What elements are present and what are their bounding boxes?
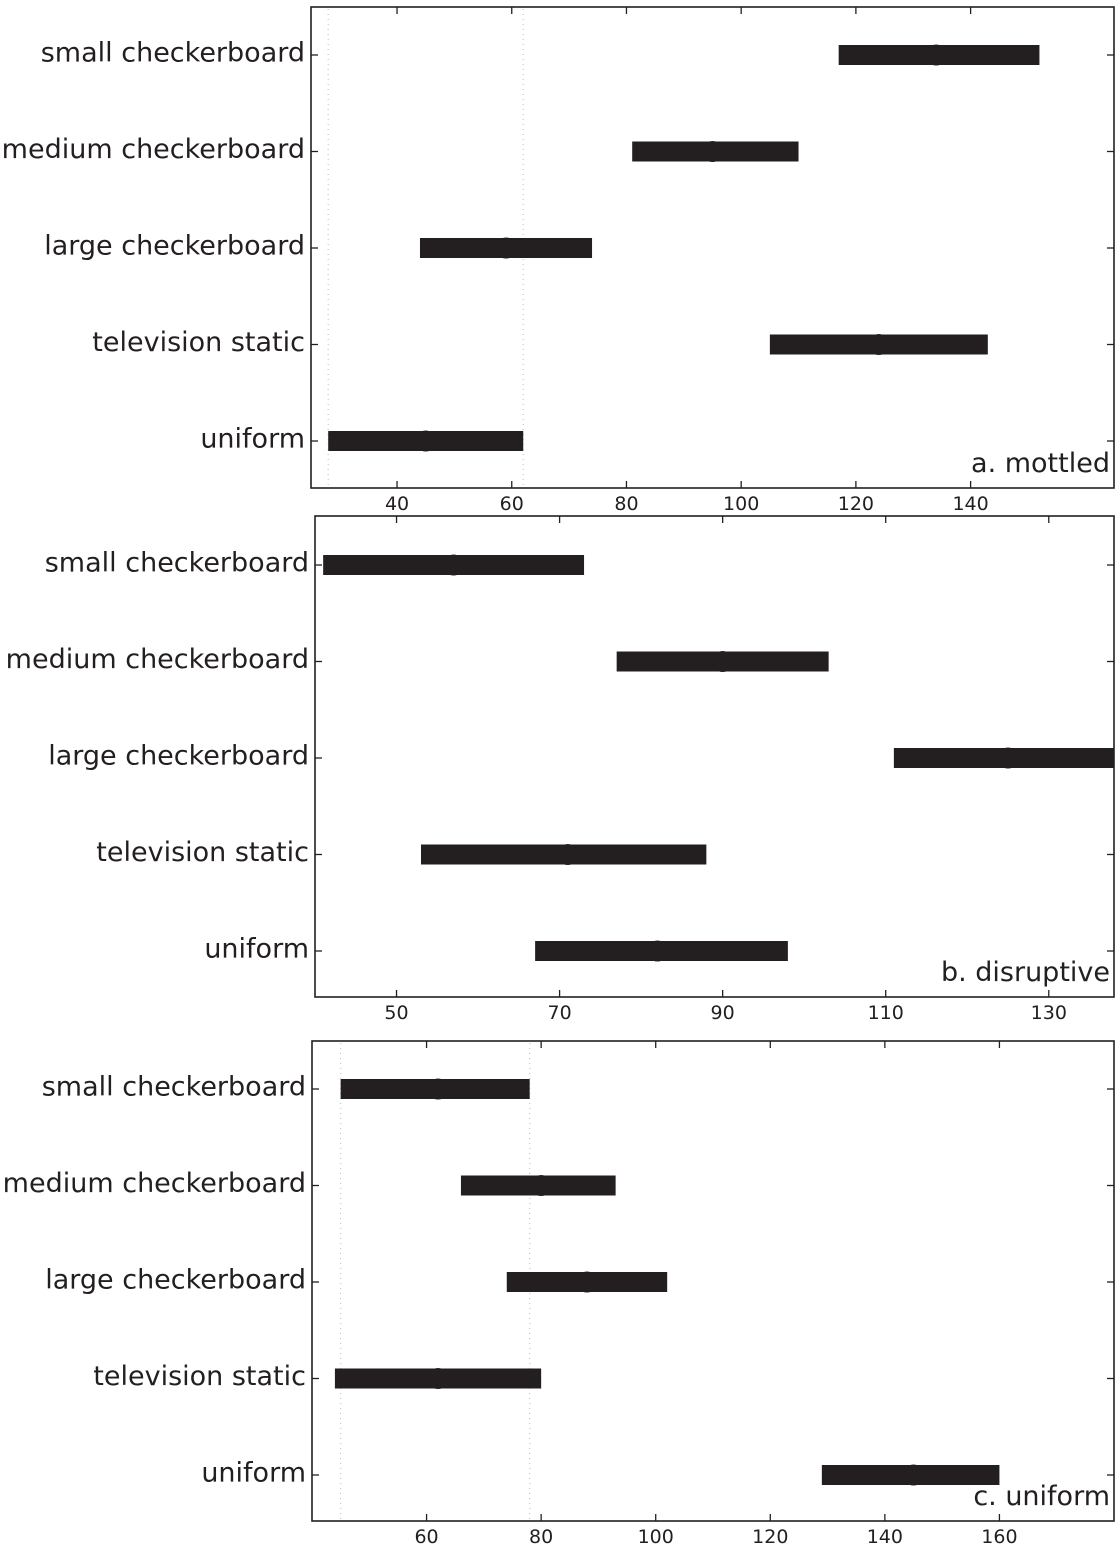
x-tick-label: 80 <box>529 1526 553 1546</box>
category-label: television static <box>96 837 309 868</box>
mean-point <box>415 430 437 452</box>
panel-label: b. disruptive <box>941 957 1110 988</box>
category-label: uniform <box>201 1458 306 1489</box>
x-tick-label: 90 <box>711 1002 735 1024</box>
mean-point <box>997 747 1019 769</box>
mean-point <box>443 554 465 576</box>
mean-point <box>702 141 723 162</box>
category-label: large checkerboard <box>48 741 309 772</box>
category-label: television static <box>93 1361 306 1392</box>
x-tick-label: 50 <box>384 1002 408 1024</box>
category-label: medium checkerboard <box>3 1168 306 1199</box>
category-label: large checkerboard <box>44 231 305 262</box>
category-label: medium checkerboard <box>2 134 305 165</box>
mean-point <box>903 1464 924 1486</box>
panel-label: c. uniform <box>973 1481 1110 1512</box>
category-label: large checkerboard <box>45 1265 306 1296</box>
mean-point <box>427 1368 449 1389</box>
category-label: uniform <box>200 424 305 455</box>
plot-frame <box>311 1040 1115 1522</box>
x-tick-label: 140 <box>952 493 988 515</box>
category-label: medium checkerboard <box>6 644 309 675</box>
x-tick-label: 70 <box>547 1002 571 1024</box>
mean-point <box>495 237 517 259</box>
mean-point <box>427 1078 449 1100</box>
mean-point <box>557 844 579 865</box>
mean-point <box>646 940 668 962</box>
x-tick-label: 130 <box>1031 1002 1067 1024</box>
category-label: small checkerboard <box>41 38 305 69</box>
category-label: small checkerboard <box>42 1072 306 1103</box>
category-label: television static <box>92 327 305 358</box>
x-tick-label: 100 <box>723 493 759 515</box>
chart-panel-1: 40 60 80 100 120 140 small checkerboard medium … <box>2 6 1115 515</box>
x-tick-label: 60 <box>414 1526 438 1546</box>
chart-panel-3: 60 80 100 120 140 160 small checkerboard medium… <box>3 1040 1115 1546</box>
mean-point <box>576 1271 598 1293</box>
x-tick-label: 120 <box>752 1526 788 1546</box>
panel-label: a. mottled <box>971 448 1110 479</box>
mean-point <box>868 334 890 355</box>
chart-panel-2: 50 70 90 110 130 small checkerboard medium che… <box>6 515 1115 1024</box>
category-label: small checkerboard <box>45 548 309 579</box>
mean-point <box>712 651 734 672</box>
mean-point <box>925 44 947 66</box>
x-tick-label: 110 <box>868 1002 904 1024</box>
x-tick-label: 40 <box>385 493 409 515</box>
x-tick-label: 160 <box>981 1526 1017 1546</box>
x-tick-label: 80 <box>614 493 638 515</box>
x-tick-label: 100 <box>638 1526 674 1546</box>
mean-point <box>530 1175 552 1196</box>
x-tick-label: 120 <box>838 493 874 515</box>
x-tick-label: 60 <box>500 493 524 515</box>
category-label: uniform <box>204 934 309 965</box>
x-tick-label: 140 <box>867 1526 903 1546</box>
